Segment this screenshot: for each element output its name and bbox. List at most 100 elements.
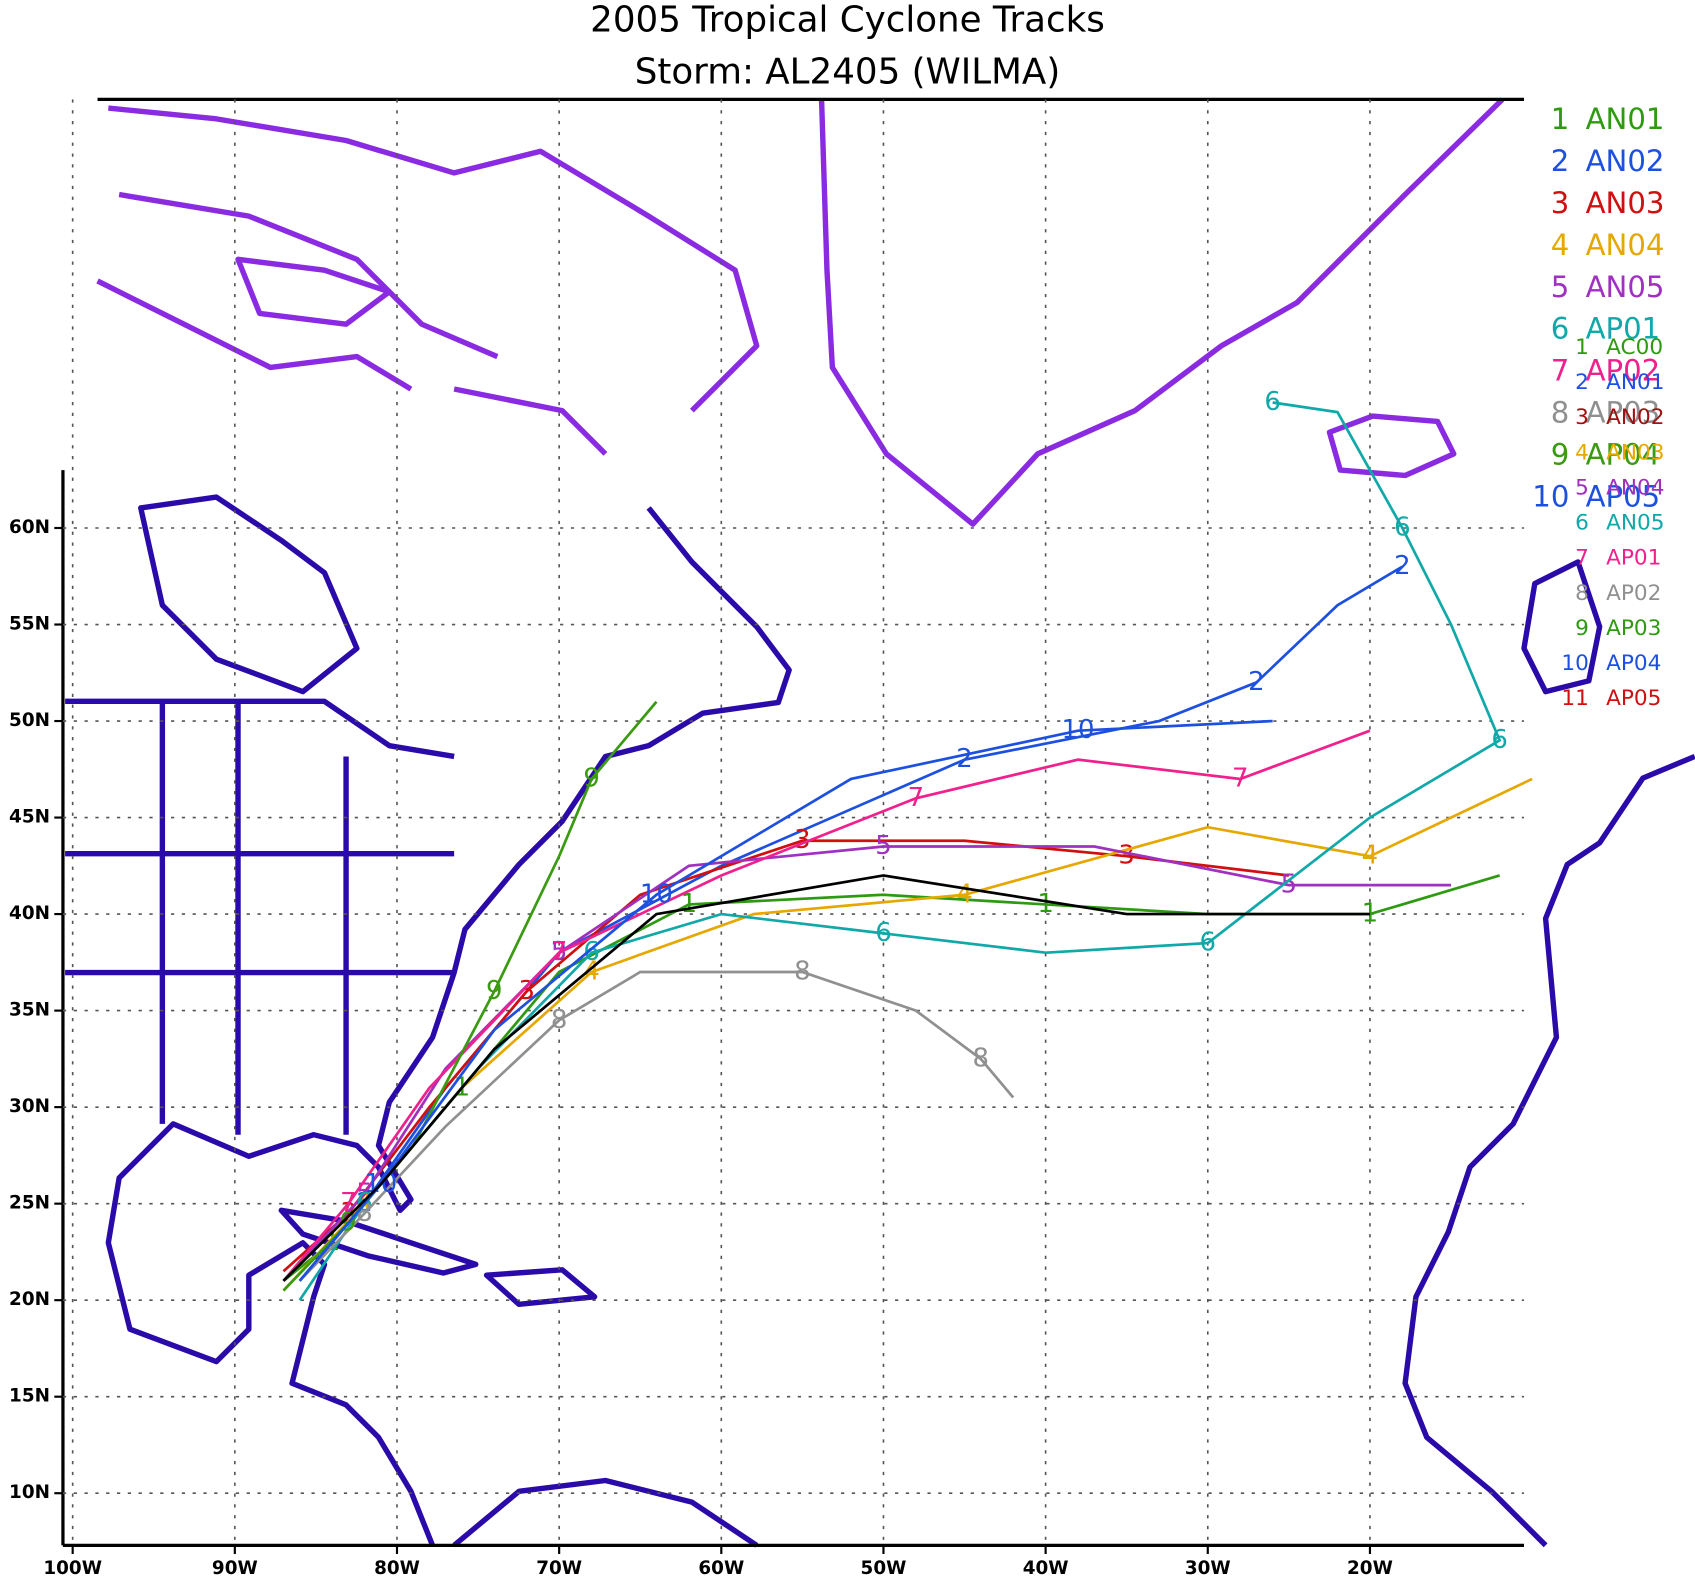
legend-label: AN05: [1586, 270, 1665, 304]
legend-marker: 10: [1532, 479, 1569, 513]
legend-label: AC00: [1606, 335, 1663, 360]
track-marker: 5: [875, 831, 892, 861]
track-marker: 9: [583, 763, 600, 793]
track-marker: 4: [956, 879, 973, 909]
track-marker: 2: [1248, 667, 1265, 697]
coastline: [105, 506, 792, 1547]
track-marker: 6: [1394, 512, 1411, 542]
legend-label: AP04: [1606, 651, 1661, 676]
legend-label: AP01: [1606, 546, 1661, 571]
x-tick-label: 40W: [1023, 1558, 1069, 1579]
coastlines: [65, 97, 1695, 1548]
frame: [61, 97, 1524, 1547]
x-tick-label: 20W: [1347, 1558, 1393, 1579]
legend-label: AP02: [1586, 354, 1661, 388]
legend-label: AN03: [1586, 186, 1665, 220]
track: [282, 729, 1371, 1282]
x-tick-label: 70W: [536, 1558, 582, 1579]
x-tick-label: 60W: [698, 1558, 744, 1579]
track: [298, 970, 1015, 1282]
legend-label: AP03: [1586, 396, 1661, 430]
legend-label: AN01: [1586, 102, 1665, 136]
track-marker: 7: [551, 937, 568, 967]
track-marker: 1: [681, 889, 698, 919]
legend-marker: 6: [1551, 312, 1570, 346]
track: [298, 565, 1404, 1282]
track-marker: 3: [1118, 841, 1135, 871]
legend-marker: 6: [1575, 511, 1589, 536]
legend-marker: 7: [1575, 546, 1589, 571]
y-tick-label: 50N: [9, 710, 50, 731]
legend-marker: 4: [1551, 228, 1570, 262]
track-marker: 6: [1264, 387, 1281, 417]
legend-marker: 4: [1575, 440, 1589, 465]
legend-label: AN05: [1606, 511, 1664, 536]
legend-label: AN03: [1606, 440, 1664, 465]
track-marker: 7: [908, 783, 925, 813]
legend-marker: 5: [1551, 270, 1570, 304]
coastline: [138, 494, 360, 695]
legend-label: AN04: [1606, 475, 1664, 500]
legend-marker: 9: [1575, 616, 1589, 641]
chart-subtitle: Storm: AL2405 (WILMA): [635, 51, 1060, 92]
y-tick-label: 20N: [9, 1289, 50, 1310]
coastline: [278, 1207, 598, 1308]
legend-marker: 9: [1551, 437, 1570, 471]
track-marker: 8: [794, 956, 811, 986]
legend-label: AP01: [1586, 312, 1661, 346]
legend-label: AP03: [1606, 616, 1661, 641]
legend-label: AN04: [1586, 228, 1665, 262]
y-tick-label: 25N: [9, 1193, 50, 1214]
legend-marker: 1: [1551, 102, 1570, 136]
track-marker: 8: [973, 1043, 989, 1073]
track-marker: 9: [486, 976, 503, 1006]
track-marker: 2: [956, 744, 973, 774]
x-tick-label: 80W: [374, 1558, 420, 1579]
y-tick-label: 45N: [9, 807, 50, 828]
track: [282, 845, 1452, 1282]
legend-label: AP05: [1606, 686, 1661, 711]
legend-label: AP05: [1586, 479, 1661, 513]
legend-marker: 1: [1575, 335, 1589, 360]
coastline: [452, 1477, 759, 1548]
legend-marker: 7: [1551, 354, 1570, 388]
legend-label: AN01: [1606, 370, 1664, 395]
track: [282, 839, 1290, 1273]
track-marker: 8: [551, 1005, 568, 1035]
track-marker: 7: [1232, 763, 1249, 793]
coastline: [818, 97, 1505, 527]
x-tick-label: 100W: [43, 1558, 102, 1579]
y-tick-label: 35N: [9, 1000, 50, 1021]
coastline: [96, 105, 760, 456]
coastline: [1402, 753, 1695, 1548]
track-marker: 6: [875, 918, 892, 948]
track-marker: 6: [1200, 928, 1217, 958]
coastline: [65, 698, 455, 1135]
track-marker: 10: [640, 879, 673, 909]
legend-label: AP04: [1586, 437, 1661, 471]
track-marker: 4: [1362, 841, 1379, 871]
y-tick-label: 10N: [9, 1482, 50, 1503]
y-tick-label: 40N: [9, 903, 50, 924]
y-tick-label: 30N: [9, 1096, 50, 1117]
legend-label: AN02: [1606, 405, 1664, 430]
track: [282, 874, 1370, 1282]
coastline: [1326, 413, 1457, 479]
legend-marker: 11: [1561, 686, 1589, 711]
track-marker: 10: [1062, 715, 1095, 745]
legend-marker: 10: [1561, 651, 1589, 676]
legend-label: AP02: [1606, 581, 1661, 606]
x-tick-label: 30W: [1185, 1558, 1231, 1579]
x-tick-label: 50W: [861, 1558, 907, 1579]
track-marker: 6: [1491, 725, 1508, 755]
y-tick-label: 55N: [9, 614, 50, 635]
track-marker: 2: [1394, 551, 1411, 581]
legend-label: AN02: [1586, 144, 1665, 178]
x-tick-label: 90W: [212, 1558, 258, 1579]
legend-marker: 2: [1575, 370, 1589, 395]
legend-marker: 8: [1551, 396, 1570, 430]
track: [298, 401, 1502, 1301]
y-tick-label: 15N: [9, 1386, 50, 1407]
chart-title: 2005 Tropical Cyclone Tracks: [590, 0, 1105, 41]
